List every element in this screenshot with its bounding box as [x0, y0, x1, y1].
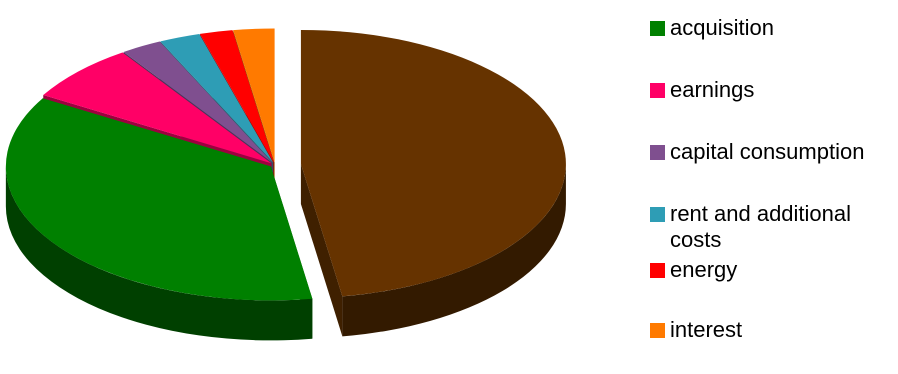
legend-swatch-energy [650, 263, 665, 278]
slice-capital-consumption-top [123, 41, 273, 163]
slice-acquisition-outer-wall [5, 166, 313, 341]
legend-swatch-capital-consumption [650, 145, 665, 160]
slice-interest-top [233, 28, 275, 163]
legend-label-rent-continued: costs [670, 227, 722, 252]
legend-item-rent: rent and additional [650, 202, 896, 226]
legend-label-rent: rent and additional [670, 201, 852, 226]
slice-unlisted-end-face [300, 163, 343, 337]
legend-label-earnings: earnings [670, 77, 755, 102]
legend-item-energy: energy [650, 258, 896, 282]
legend-label-acquisition: acquisition [670, 15, 774, 40]
slice-acquisition-top [5, 98, 313, 301]
slice-energy-top [199, 30, 274, 163]
legend-item-earnings: earnings [650, 78, 896, 102]
legend-swatch-rent [650, 207, 665, 222]
legend-swatch-interest [650, 323, 665, 338]
slice-unlisted-top [300, 29, 566, 297]
slice-earnings-top [43, 52, 272, 164]
legend-label-interest: interest [670, 317, 743, 342]
legend-label-capital-consumption: capital consumption [670, 139, 865, 164]
slice-unlisted-outer-wall [342, 163, 566, 337]
legend-swatch-earnings [650, 83, 665, 98]
legend-swatch-acquisition [650, 21, 665, 36]
legend-label-energy: energy [670, 257, 738, 282]
legend-item-acquisition: acquisition [650, 16, 896, 40]
slice-rent-and-additional-costs-top [160, 33, 274, 163]
legend-item-capital-consumption: capital consumption [650, 140, 896, 164]
legend-item-interest: interest [650, 318, 896, 342]
